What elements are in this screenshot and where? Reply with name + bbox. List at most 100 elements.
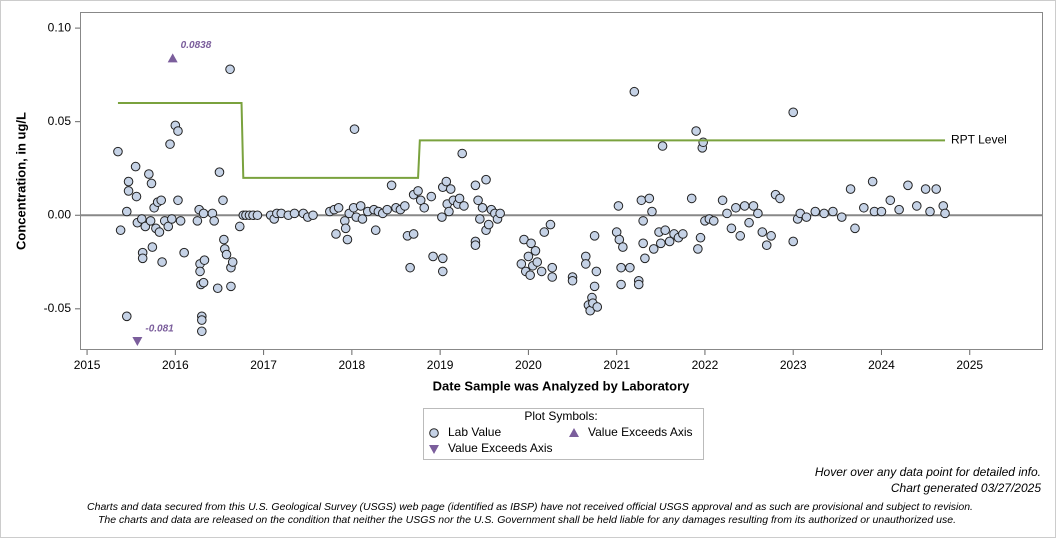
note: Hover over any data point for detailed i… bbox=[815, 465, 1041, 479]
data-point bbox=[589, 281, 600, 292]
data-point bbox=[525, 270, 535, 280]
data-point bbox=[698, 137, 708, 148]
data-point bbox=[197, 326, 207, 337]
x-tick-label: 2023 bbox=[780, 358, 807, 372]
x-axis-title: Date Sample was Analyzed by Laboratory bbox=[433, 378, 690, 393]
data-point bbox=[173, 195, 183, 206]
data-point bbox=[801, 212, 812, 222]
data-point bbox=[218, 195, 228, 206]
y-axis-title: Concentration, in ug/L bbox=[13, 112, 28, 250]
data-point bbox=[349, 124, 360, 134]
data-point bbox=[157, 257, 167, 267]
data-point bbox=[580, 259, 591, 269]
data-point bbox=[227, 257, 238, 267]
data-point bbox=[209, 216, 219, 226]
data-point bbox=[647, 206, 657, 217]
legend-symbol bbox=[429, 428, 439, 438]
data-point bbox=[903, 180, 913, 191]
data-point bbox=[144, 169, 154, 179]
data-point bbox=[437, 253, 448, 264]
data-point bbox=[355, 201, 366, 211]
data-point bbox=[885, 195, 896, 206]
data-point bbox=[154, 227, 165, 237]
data-point bbox=[198, 277, 209, 288]
data-point bbox=[788, 107, 799, 118]
data-point bbox=[113, 146, 123, 157]
data-point bbox=[137, 253, 148, 264]
data-point bbox=[592, 302, 603, 312]
data-point bbox=[633, 279, 644, 290]
rpt-label: RPT Level bbox=[951, 133, 1007, 147]
data-point bbox=[470, 240, 481, 250]
data-point bbox=[454, 193, 465, 204]
data-point bbox=[444, 206, 454, 217]
data-point bbox=[686, 193, 697, 204]
data-point bbox=[775, 193, 785, 204]
data-point bbox=[744, 217, 754, 228]
data-point bbox=[221, 249, 232, 260]
exceed-label: 0.0838 bbox=[181, 40, 212, 51]
data-point bbox=[156, 195, 167, 206]
data-point bbox=[567, 275, 578, 286]
data-point bbox=[757, 227, 768, 237]
data-point bbox=[664, 236, 675, 247]
note: Chart generated 03/27/2025 bbox=[891, 481, 1041, 495]
data-point bbox=[419, 202, 430, 213]
data-point bbox=[333, 202, 344, 213]
data-point bbox=[146, 178, 157, 189]
x-tick-label: 2019 bbox=[427, 358, 454, 372]
data-point bbox=[483, 219, 494, 230]
data-point bbox=[413, 186, 423, 196]
data-point bbox=[495, 208, 505, 219]
data-point bbox=[545, 219, 556, 230]
data-point bbox=[197, 315, 207, 325]
data-point bbox=[530, 246, 541, 256]
data-point bbox=[445, 184, 456, 194]
data-point bbox=[695, 232, 706, 243]
data-point bbox=[145, 216, 156, 226]
data-point bbox=[640, 253, 650, 264]
data-point bbox=[722, 208, 732, 219]
data-point bbox=[867, 176, 878, 187]
data-point bbox=[428, 251, 438, 262]
data-point bbox=[708, 216, 719, 226]
data-point bbox=[426, 191, 437, 202]
plot-area bbox=[80, 12, 1043, 350]
data-point bbox=[547, 262, 558, 273]
data-point bbox=[192, 216, 203, 226]
data-point bbox=[836, 212, 847, 222]
data-point bbox=[828, 206, 838, 217]
x-tick-label: 2025 bbox=[956, 358, 983, 372]
data-point bbox=[735, 231, 746, 241]
data-point bbox=[618, 242, 628, 252]
y-tick-label: -0.05 bbox=[44, 301, 72, 315]
legend-symbol bbox=[429, 445, 439, 454]
x-tick-label: 2016 bbox=[162, 358, 189, 372]
data-point bbox=[477, 202, 488, 213]
data-point bbox=[850, 223, 860, 234]
legend-label: Lab Value bbox=[448, 425, 501, 439]
data-point bbox=[408, 229, 419, 239]
data-point bbox=[115, 225, 126, 236]
data-point bbox=[357, 214, 368, 224]
data-point bbox=[547, 272, 558, 282]
data-point bbox=[252, 210, 263, 221]
data-point bbox=[625, 262, 635, 273]
data-point bbox=[894, 204, 904, 215]
x-tick-label: 2020 bbox=[515, 358, 542, 372]
data-point bbox=[214, 167, 225, 178]
data-point bbox=[644, 193, 655, 204]
data-point bbox=[616, 262, 626, 273]
data-point bbox=[920, 184, 931, 194]
data-point bbox=[198, 208, 209, 219]
data-point bbox=[308, 210, 318, 221]
exceed-label: -0.081 bbox=[145, 324, 174, 335]
data-point bbox=[616, 279, 626, 290]
data-point bbox=[660, 225, 671, 236]
disclaimer: Charts and data secured from this U.S. G… bbox=[87, 501, 973, 513]
exceed-marker bbox=[132, 337, 143, 346]
data-point bbox=[199, 255, 210, 265]
data-point bbox=[739, 201, 750, 211]
data-point bbox=[123, 186, 134, 196]
